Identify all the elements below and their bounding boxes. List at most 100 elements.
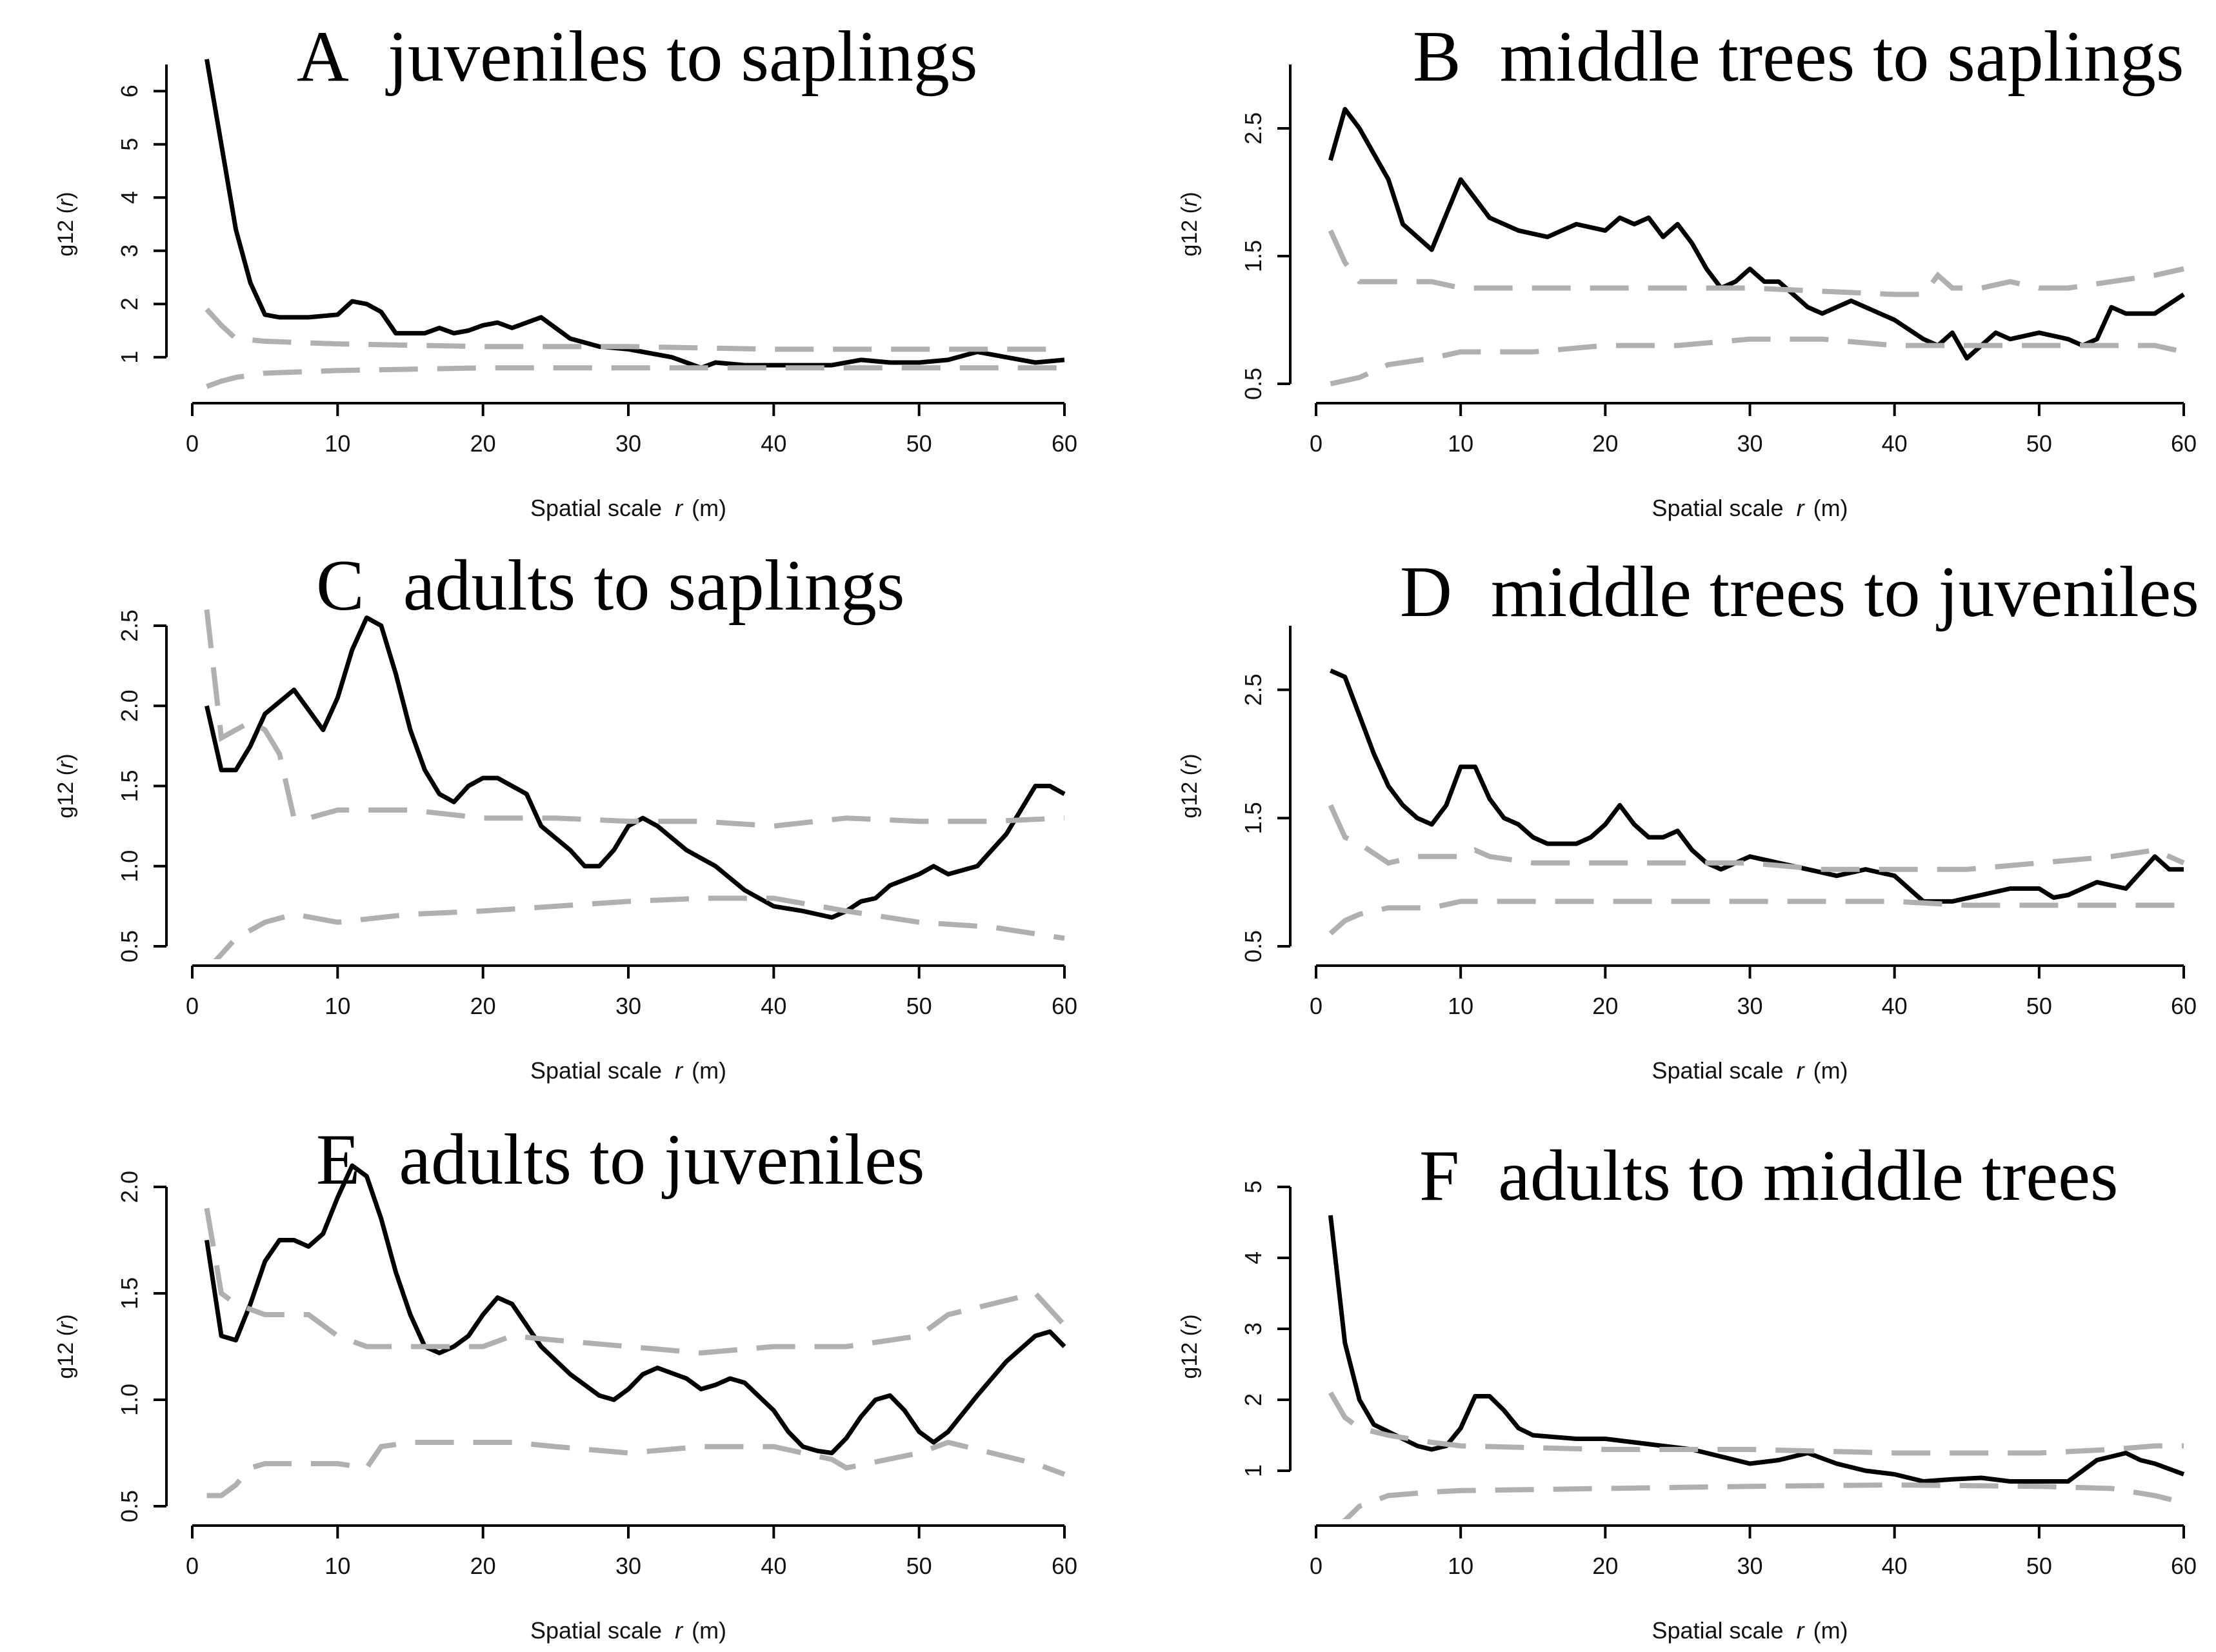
x-tick-label: 50 [2026, 1553, 2052, 1579]
panel-letter: D [1400, 552, 1452, 632]
y-tick-label: 0.5 [1240, 930, 1266, 962]
y-tick-label: 2.0 [116, 1171, 143, 1203]
x-tick-label: 60 [2171, 993, 2197, 1019]
y-tick-label: 2.5 [1240, 112, 1266, 144]
x-tick-label: 0 [1310, 1553, 1323, 1579]
x-tick-label: 0 [1310, 430, 1323, 457]
y-axis-close: ) [1177, 1314, 1202, 1321]
lower-envelope-line [213, 895, 1065, 959]
y-tick-label: 2.5 [116, 610, 143, 642]
x-axis-var: r [675, 1617, 684, 1644]
x-axis-unit: (m) [1813, 1617, 1848, 1644]
y-tick-label: 0.5 [1240, 368, 1266, 400]
x-tick-label: 40 [1882, 993, 1908, 1019]
y-tick-label: 4 [1240, 1251, 1266, 1264]
y-tick-label: 2 [116, 297, 143, 310]
x-tick-label: 50 [906, 1553, 932, 1579]
observed-line [205, 615, 1066, 920]
x-tick-label: 20 [1592, 430, 1618, 457]
x-axis-title: Spatial scale r (m) [1652, 1057, 1848, 1084]
panel-title-text: adults to juveniles [399, 1120, 924, 1200]
observed-line [205, 59, 1065, 370]
x-axis-title: Spatial scale r (m) [1652, 1617, 1848, 1644]
y-axis-close: ) [54, 753, 78, 761]
panel-title-text: juveniles to saplings [385, 17, 978, 97]
x-axis-title-text: Spatial scale [530, 1057, 668, 1084]
x-axis-title: Spatial scale r (m) [530, 1057, 726, 1084]
y-axis-var: r [1177, 198, 1202, 206]
x-tick-label: 0 [186, 993, 199, 1019]
x-axis-var: r [675, 1057, 684, 1084]
panel-title-text: middle trees to juveniles [1491, 552, 2199, 632]
x-tick-label: 40 [761, 430, 786, 457]
x-tick-label: 20 [470, 1553, 496, 1579]
x-tick-label: 60 [1052, 430, 1077, 457]
x-tick-label: 40 [1882, 430, 1908, 457]
lower-envelope-line [206, 365, 1064, 389]
x-tick-label: 60 [2171, 430, 2197, 457]
y-axis-title: g12 (r) [1177, 1314, 1202, 1378]
x-axis-unit: (m) [1813, 495, 1848, 521]
x-tick-label: 20 [1592, 993, 1618, 1019]
x-axis-title: Spatial scale r (m) [530, 495, 726, 521]
x-tick-label: 0 [186, 430, 199, 457]
x-tick-label: 50 [906, 993, 932, 1019]
upper-envelope-line [204, 1208, 1066, 1356]
x-axis-var: r [1797, 1617, 1806, 1644]
y-tick-label: 1.5 [116, 770, 143, 802]
x-tick-label: 60 [2171, 1553, 2197, 1579]
upper-envelope-line [1328, 1391, 2184, 1456]
x-axis-title: Spatial scale r (m) [530, 1617, 726, 1644]
y-axis-var: r [54, 1320, 78, 1329]
x-tick-label: 20 [470, 430, 496, 457]
y-tick-label: 1.0 [116, 1384, 143, 1416]
x-tick-label: 60 [1052, 1553, 1077, 1579]
observed-line [1328, 106, 2185, 361]
y-tick-label: 0.5 [116, 1490, 143, 1522]
y-tick-label: 5 [116, 138, 143, 151]
x-axis-unit: (m) [692, 1617, 726, 1644]
x-tick-label: 60 [1052, 993, 1077, 1019]
y-axis-title: g12 (r) [1177, 753, 1202, 818]
y-tick-label: 1 [1240, 1464, 1266, 1477]
y-axis-title-text: g12 ( [1177, 768, 1202, 818]
panel-title-text: adults to middle trees [1498, 1136, 2118, 1216]
y-axis-close: ) [1177, 753, 1202, 761]
x-tick-label: 10 [324, 430, 350, 457]
y-axis-close: ) [1177, 192, 1202, 199]
observed-line [1329, 668, 2184, 904]
panel-letter: F [1419, 1136, 1459, 1216]
y-axis-title-text: g12 ( [1177, 206, 1202, 256]
x-tick-label: 20 [1592, 1553, 1618, 1579]
panel-title-text: adults to saplings [403, 546, 905, 626]
x-axis-unit: (m) [692, 495, 726, 521]
x-axis-var: r [1797, 1057, 1806, 1084]
x-tick-label: 50 [906, 430, 932, 457]
y-axis-var: r [1177, 1320, 1202, 1329]
x-tick-label: 0 [186, 1553, 199, 1579]
x-tick-label: 50 [2026, 993, 2052, 1019]
x-tick-label: 10 [324, 1553, 350, 1579]
y-tick-label: 1.0 [116, 850, 143, 882]
panel-letter: C [316, 546, 364, 626]
x-tick-label: 40 [1882, 1553, 1908, 1579]
y-axis-title-text: g12 ( [1177, 1328, 1202, 1378]
x-tick-label: 30 [615, 1553, 641, 1579]
upper-envelope-line [204, 609, 1065, 829]
y-tick-label: 1.5 [1240, 802, 1266, 834]
y-tick-label: 1.5 [116, 1277, 143, 1309]
lower-envelope-line [1328, 899, 2184, 936]
observed-line [205, 1163, 1066, 1455]
x-tick-label: 0 [1310, 993, 1323, 1019]
y-axis-title: g12 (r) [54, 1314, 78, 1378]
